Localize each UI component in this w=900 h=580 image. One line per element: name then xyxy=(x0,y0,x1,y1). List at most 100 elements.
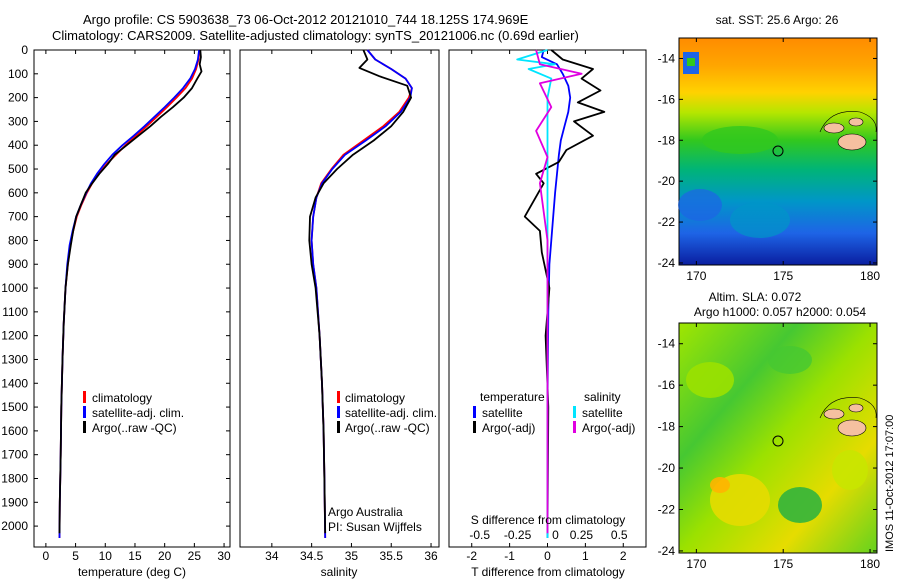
y-tick-label: 1000 xyxy=(1,281,28,295)
island xyxy=(837,419,867,437)
sst-map-patch xyxy=(687,58,695,66)
y-tick-label: 100 xyxy=(8,67,28,81)
x-tick-label: 30 xyxy=(217,549,231,563)
legend-swatch-climatology xyxy=(83,391,86,403)
legend-swatch-t-argo xyxy=(473,421,476,433)
legend-swatch-satellite xyxy=(337,406,340,418)
x-tick-label: 5 xyxy=(72,549,79,563)
legend-swatch-t-satellite xyxy=(473,406,476,418)
sla-map-ticks: -14 -16 -18 -20 -22 -24 170 175 180 xyxy=(658,323,880,571)
legend-label-climatology: climatology xyxy=(345,391,405,405)
series-line-argo-raw-qc- xyxy=(58,49,203,534)
fiji-islands xyxy=(819,111,877,151)
float-position-marker xyxy=(772,435,784,447)
salinity-annotation-pi: PI: Susan Wijffels xyxy=(328,520,422,534)
s-tick-label: -0.25 xyxy=(504,528,532,542)
map-x-tick-label: 180 xyxy=(860,557,880,571)
difference-lines xyxy=(516,49,606,538)
y-tick-label: 1900 xyxy=(1,495,28,509)
sla-map-patch xyxy=(768,346,812,374)
x-tick-label: 34.5 xyxy=(300,549,324,563)
sla-map-title-1: Altim. SLA: 0.072 xyxy=(709,290,802,304)
x-tick-label: 0 xyxy=(544,549,551,563)
y-tick-label: 800 xyxy=(8,233,28,247)
legend-label-argo: Argo(..raw -QC) xyxy=(345,421,430,435)
reef-outline xyxy=(819,397,877,419)
y-tick-label: 400 xyxy=(8,138,28,152)
legend-title-temperature: temperature xyxy=(480,390,545,404)
sst-map-title: sat. SST: 25.6 Argo: 26 xyxy=(716,13,839,27)
temperature-xlabel: temperature (deg C) xyxy=(78,565,186,579)
map-y-tick-label: -22 xyxy=(658,215,676,229)
y-tick-label: 1700 xyxy=(1,448,28,462)
y-tick-label: 200 xyxy=(8,91,28,105)
map-y-tick-label: -18 xyxy=(658,420,676,434)
legend-swatch-s-satellite xyxy=(573,406,576,418)
island xyxy=(823,408,845,420)
salinity-axes-frame xyxy=(239,49,440,548)
difference-s-label: S difference from climatology xyxy=(471,513,626,527)
y-tick-label: 1400 xyxy=(1,376,28,390)
x-tick-label: 36 xyxy=(424,549,438,563)
sst-map-patch xyxy=(678,189,722,221)
x-tick-label: 15 xyxy=(128,549,142,563)
x-tick-label: -2 xyxy=(466,549,477,563)
salinity-lines xyxy=(308,49,413,539)
map-y-tick-label: -24 xyxy=(658,256,676,270)
x-tick-label: 0 xyxy=(43,549,50,563)
s-tick-label: -0.5 xyxy=(469,528,490,542)
sla-map-patch xyxy=(686,362,734,398)
y-tick-label: 1200 xyxy=(1,329,28,343)
map-y-tick-label: -20 xyxy=(658,461,676,475)
x-tick-label: 34 xyxy=(265,549,279,563)
sla-map-patch xyxy=(710,477,730,493)
x-tick-label: 1 xyxy=(582,549,589,563)
difference-panel: -2 -1 0 1 2 -0.5 -0.25 0 0.25 0.5 S difference fr… xyxy=(448,49,647,579)
x-tick-label: 35.5 xyxy=(380,549,404,563)
difference-t-label: T difference from climatology xyxy=(471,565,625,579)
imos-watermark: IMOS 11-Oct-2012 17:07:00 xyxy=(884,415,896,552)
header-line-1: Argo profile: CS 5903638_73 06-Oct-2012 … xyxy=(83,12,529,27)
x-tick-label: 20 xyxy=(158,549,172,563)
island xyxy=(848,117,864,127)
y-tick-label: 700 xyxy=(8,210,28,224)
sst-map-panel: sat. SST: 25.6 Argo: 26 xyxy=(658,13,881,283)
y-tick-label: 1100 xyxy=(2,305,28,319)
x-tick-label: 25 xyxy=(188,549,202,563)
map-y-tick-label: -16 xyxy=(658,92,676,106)
difference-legend: temperature satellite Argo(-adj) salinit… xyxy=(473,390,635,435)
y-tick-label: 1300 xyxy=(1,352,28,366)
series-line-salinity-argo-adj- xyxy=(535,49,583,534)
legend-label-t-satellite: satellite xyxy=(482,406,523,420)
legend-swatch-argo xyxy=(337,421,340,433)
series-line-temperature-satellite xyxy=(540,49,572,538)
temperature-panel: 0100200300400500600700800900100011001200… xyxy=(1,43,646,579)
salinity-xlabel: salinity xyxy=(321,565,358,579)
sla-map-title-2: Argo h1000: 0.057 h2000: 0.054 xyxy=(694,305,866,319)
sla-map-patch xyxy=(778,487,822,523)
y-tick-label: 1600 xyxy=(1,424,28,438)
map-x-tick-label: 175 xyxy=(773,557,793,571)
legend-swatch-satellite xyxy=(83,406,86,418)
map-x-tick-label: 180 xyxy=(860,269,880,283)
map-y-tick-label: -24 xyxy=(658,544,676,558)
y-tick-label: 1500 xyxy=(1,400,28,414)
series-line-salinity-satellite xyxy=(516,49,556,538)
map-y-tick-label: -16 xyxy=(658,378,676,392)
header-line-2: Climatology: CARS2009. Satellite-adjuste… xyxy=(52,28,579,43)
map-y-tick-label: -18 xyxy=(658,133,676,147)
island xyxy=(848,403,864,413)
difference-x-ticks: -2 -1 0 1 2 -0.5 -0.25 0 0.25 0.5 xyxy=(466,50,628,563)
temperature-legend: climatology satellite-adj. clim. Argo(..… xyxy=(83,391,184,435)
map-y-tick-label: -20 xyxy=(658,174,676,188)
legend-label-satellite: satellite-adj. clim. xyxy=(92,406,184,420)
legend-swatch-argo xyxy=(83,421,86,433)
legend-swatch-s-argo xyxy=(573,421,576,433)
salinity-panel: 34 34.5 35 35.5 36 salinity climatology sate… xyxy=(239,49,440,579)
y-tick-label: 300 xyxy=(8,114,28,128)
map-y-tick-label: -14 xyxy=(658,337,676,351)
map-y-tick-label: -14 xyxy=(658,51,676,65)
sst-map-patch xyxy=(702,126,778,154)
map-x-tick-label: 170 xyxy=(686,557,706,571)
